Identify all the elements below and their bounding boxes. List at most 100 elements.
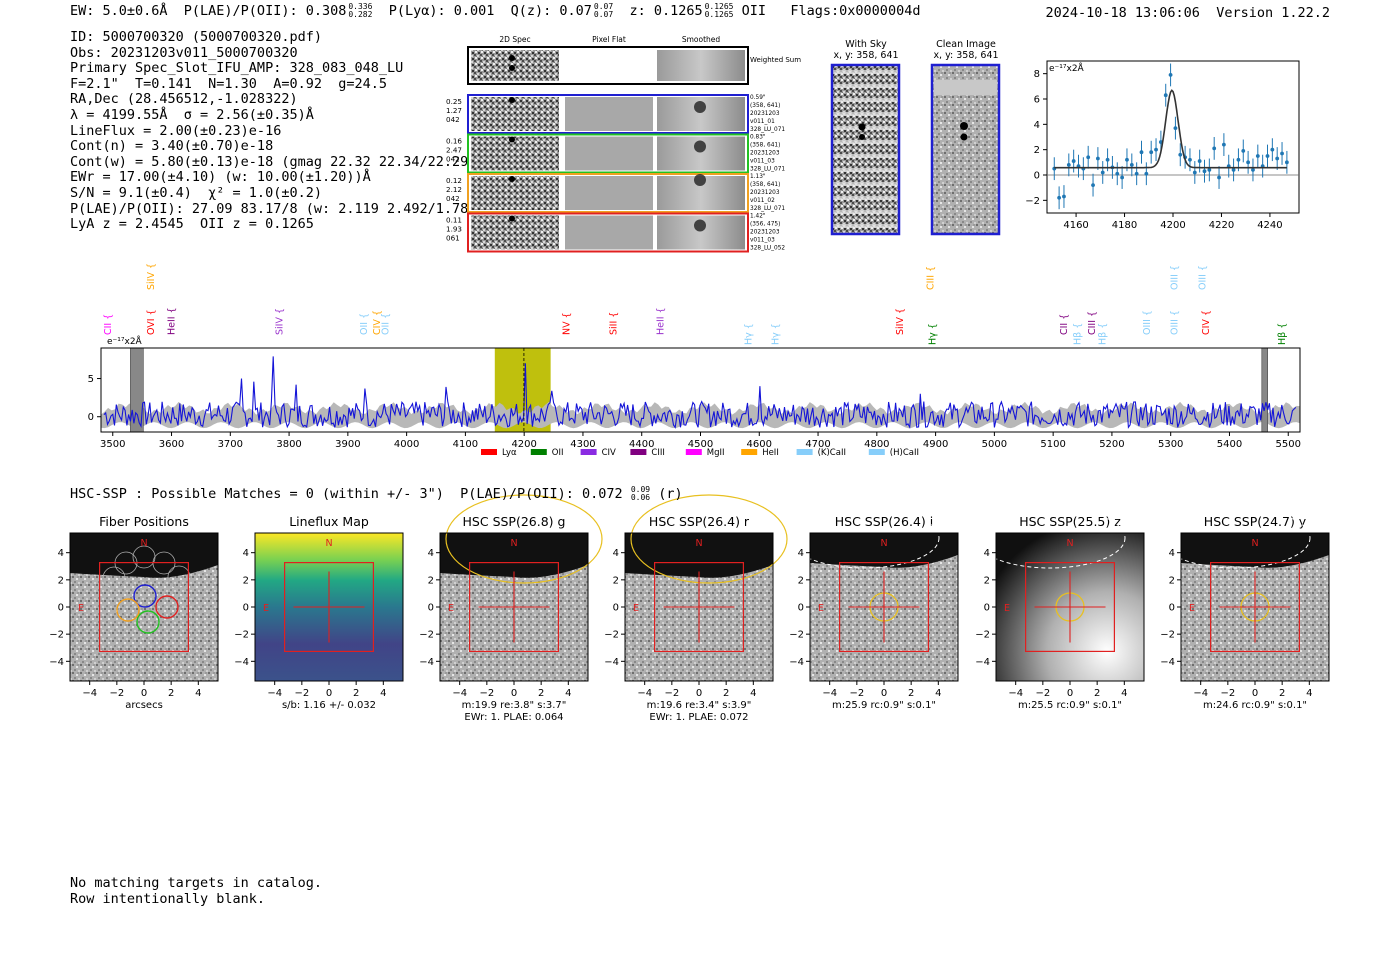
hsc-ytick-label: 2 [984, 575, 990, 586]
cutout-row-right-label: v011_01 [750, 119, 775, 125]
fit-data-point [1221, 142, 1226, 147]
hsc-bright-source [625, 533, 773, 578]
hsc-ytick-label: −4 [789, 657, 804, 668]
catalog-footer: No matching targets in catalog. Row inte… [70, 875, 322, 907]
hsc-bright-source [810, 533, 958, 568]
info-line: Cont(w) = 5.80(±0.13)e-18 (gmag 22.32 22… [70, 153, 477, 170]
info-line: F=2.1" T=0.141 N=1.30 A=0.92 g=24.5 [70, 75, 387, 92]
fit-data-point [1115, 171, 1120, 176]
clean-image-band [934, 80, 997, 95]
fit-xtick-label: 4240 [1257, 220, 1282, 231]
spectrum-line-label: CIV { [1201, 310, 1212, 335]
spectrum-line-label: OIII { [1197, 265, 1208, 290]
spectrum-legend-swatch [796, 449, 813, 455]
fit-data-point [1192, 170, 1197, 175]
fit-xtick-label: 4220 [1209, 220, 1234, 231]
cutout-row-left-label: 042 [446, 194, 460, 203]
fit-data-point [1144, 171, 1149, 176]
fit-data-point [1270, 147, 1275, 152]
hsc-ytick-label: 2 [58, 575, 64, 586]
cutout-row-left-label: 1.93 [446, 225, 462, 234]
spectrum-line-label: CIII { [926, 266, 937, 290]
hsc-ytick-label: 0 [243, 603, 249, 614]
hsc-ytick-label: 0 [58, 603, 64, 614]
header-plae-upper: 0.336 [348, 2, 373, 11]
hsc-xtick-label: 2 [538, 688, 544, 699]
spectrum-xtick-label: 4700 [805, 439, 830, 450]
hsc-panel-title: Lineflux Map [289, 514, 369, 529]
info-line: LineFlux = 2.00(±0.23)e-16 [70, 122, 282, 139]
spectrum-xtick-label: 4000 [394, 439, 419, 450]
hsc-xtick-label: −2 [479, 688, 494, 699]
hsc-xtick-label: 4 [195, 688, 201, 699]
spectrum-legend-label: CIII [651, 448, 664, 458]
hsc-compass-e: E [78, 603, 84, 614]
spectrum-xtick-label: 4500 [688, 439, 713, 450]
hsc-search-box [653, 561, 744, 652]
cutout-row-right-label: v011_02 [750, 198, 775, 204]
fit-data-point [1178, 152, 1183, 157]
fit-data-point [1062, 194, 1066, 199]
hsc-ytick-label: −2 [604, 630, 619, 641]
cutout-row-left-label: 0.11 [446, 216, 462, 225]
hsc-ytick-label: −4 [49, 657, 64, 668]
hsc-xtick-label: 2 [1094, 688, 1100, 699]
hsc-panel-caption: EWr: 1. PLAE: 0.072 [649, 712, 748, 723]
hsc-search-box [838, 561, 929, 652]
with-sky-coords: x, y: 358, 641 [833, 50, 898, 61]
cutout-row-right-label: v011_03 [750, 238, 775, 244]
info-line: EWr = 17.00(±4.10) (w: 10.00(±1.20))Å [70, 169, 371, 186]
fit-ytick-label: 4 [1034, 120, 1040, 131]
hsc-ytick-label: 4 [58, 548, 64, 559]
cutout-row-left-label: 0.25 [446, 97, 462, 106]
fit-data-point [1202, 169, 1207, 174]
fit-data-point [1134, 171, 1139, 176]
info-line: RA,Dec (28.456512,-1.028322) [70, 91, 298, 108]
cutout-header-pixelflat: Pixel Flat [592, 35, 626, 44]
header-z-upper: 0.1265 [704, 2, 734, 11]
info-line: Obs: 20231203v011_5000700320 [70, 44, 298, 61]
cutout-source-spot [509, 176, 515, 182]
spectrum-xtick-label: 3700 [218, 439, 243, 450]
hsc-xtick-label: 2 [1279, 688, 1285, 699]
spectrum-legend-swatch [685, 449, 702, 455]
hsc-ytick-label: −2 [789, 630, 804, 641]
fit-data-point [1120, 175, 1125, 180]
hsc-ytick-label: 4 [798, 548, 804, 559]
spectrum-line-label: CII { [1059, 314, 1070, 335]
spectrum-ytick-label: 5 [88, 374, 94, 385]
spectrum-legend-swatch [741, 449, 758, 455]
hsc-summary-lower: 0.06 [630, 493, 651, 502]
spectrum-line-label: NV { [561, 312, 572, 335]
spectrum-line-label: CIII { [1087, 311, 1098, 335]
fit-data-point [1251, 168, 1255, 172]
fit-data-point [1241, 149, 1246, 153]
cutout-2dspec [471, 176, 559, 210]
hsc-compass-n: N [510, 538, 517, 549]
fit-data-point [1275, 156, 1280, 161]
hsc-summary-text: HSC-SSP : Possible Matches = 0 (within +… [70, 486, 623, 502]
hsc-xtick-label: 0 [881, 688, 887, 699]
hsc-panel-caption: m:25.9 rc:0.9" s:0.1" [832, 700, 936, 711]
hsc-search-box [469, 561, 560, 652]
hsc-xtick-label: 0 [511, 688, 517, 699]
hsc-search-box [284, 561, 375, 652]
hsc-ytick-label: 0 [1169, 603, 1175, 614]
hsc-xtick-label: 4 [1306, 688, 1312, 699]
cutout-row-right-label: 20231203 [750, 151, 780, 157]
fit-data-point [1197, 159, 1202, 163]
cutout-row-right-label: v011_03 [750, 159, 775, 165]
spectrum-legend-label: CIV [602, 448, 616, 458]
hsc-xtick-label: −4 [637, 688, 652, 699]
hsc-summary-tail: (r) [658, 486, 683, 502]
fit-data-point [1086, 155, 1091, 160]
fit-data-point [1149, 150, 1154, 155]
hsc-ytick-label: −2 [419, 630, 434, 641]
hsc-compass-e: E [1004, 603, 1010, 614]
cutout-pixelflat [565, 136, 653, 171]
hsc-panel-caption: s/b: 1.16 +/- 0.032 [282, 700, 376, 711]
cutout-row-right-label: 0.59" [750, 95, 766, 101]
hsc-ytick-label: 0 [613, 603, 619, 614]
fit-data-point [1255, 154, 1260, 158]
